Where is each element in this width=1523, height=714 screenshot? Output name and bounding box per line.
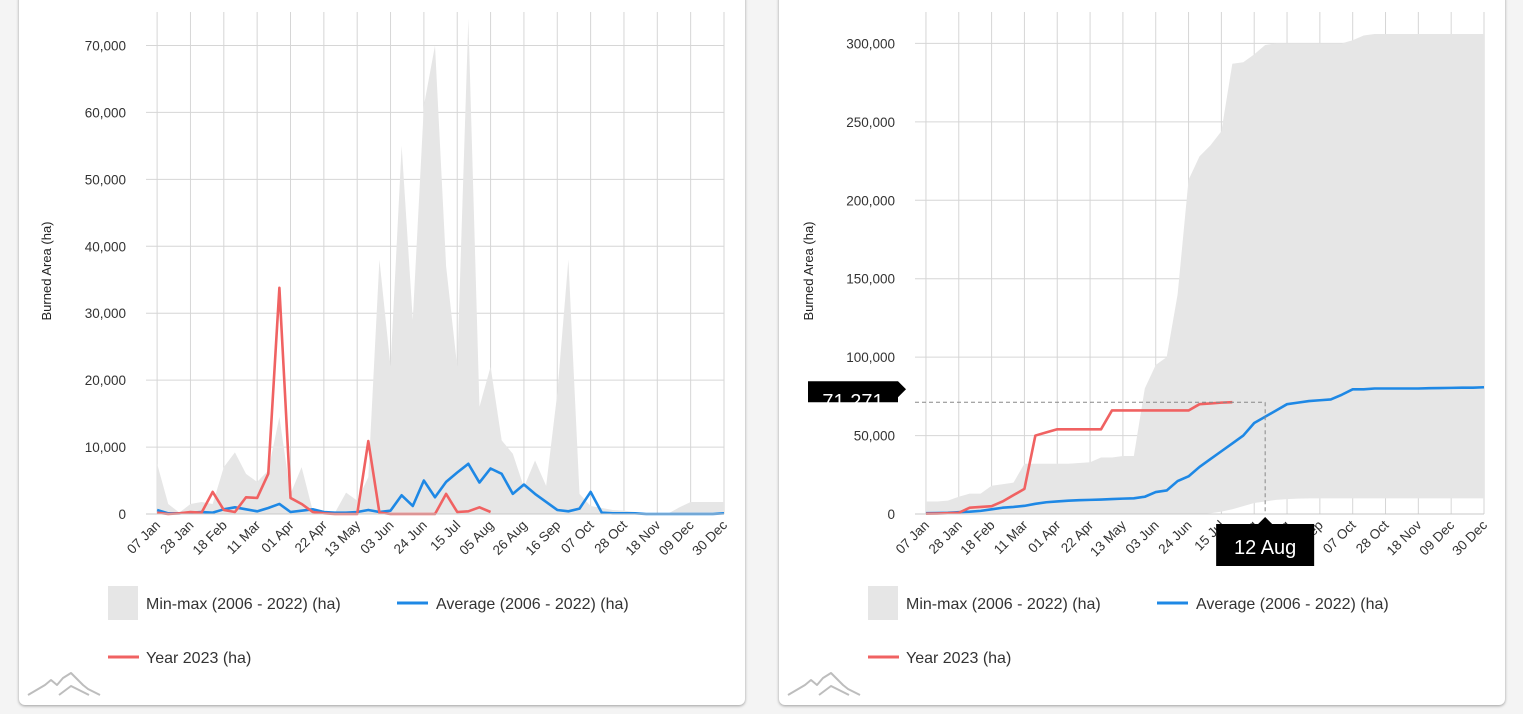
min-max-band xyxy=(157,18,725,515)
x-tick-label: 28 Jan xyxy=(157,518,196,557)
x-tick-label: 13 May xyxy=(321,517,363,559)
y-tick-label: 0 xyxy=(118,507,126,522)
legend-band-label: Min-max (2006 - 2022) (ha) xyxy=(906,596,1101,613)
y-axis-title: Burned Area (ha) xyxy=(801,221,816,320)
x-tick-label: 11 Mar xyxy=(991,517,1031,557)
x-tick-label: 18 Nov xyxy=(1384,517,1425,558)
legend-band-label: Min-max (2006 - 2022) (ha) xyxy=(146,596,341,613)
tooltip-y-box xyxy=(808,381,906,403)
x-tick-label: 16 Sep xyxy=(523,518,564,559)
x-tick-label: 05 Aug xyxy=(456,518,496,558)
x-tick-label: 07 Oct xyxy=(1320,517,1359,556)
chart-card-cumulative: 0 50,000 100,000 150,000 200,000 250,000 300,0… xyxy=(779,0,1505,705)
x-tick-label: 18 Nov xyxy=(623,517,664,558)
daily-burned-area-chart: 0 10,000 20,000 30,000 40,000 50,000 60,000 70,… xyxy=(27,12,730,696)
year-2023-line xyxy=(925,400,1233,515)
y-tick-label: 40,000 xyxy=(85,239,126,254)
chart-card-daily: 0 10,000 20,000 30,000 40,000 50,000 60,000 70,… xyxy=(19,0,745,705)
tooltip-x-box xyxy=(1216,517,1315,566)
x-tick-label: 03 Jun xyxy=(357,518,396,557)
min-max-band xyxy=(925,33,1484,515)
legend-band-swatch xyxy=(108,586,138,620)
y-tick-label: 250,000 xyxy=(846,115,895,130)
y-tick-label: 200,000 xyxy=(846,193,895,208)
legend-band-swatch xyxy=(868,586,898,620)
x-tick-label: 01 Apr xyxy=(258,517,297,556)
y-tick-label: 0 xyxy=(887,507,895,522)
legend-average-label: Average (2006 - 2022) (ha) xyxy=(436,596,629,613)
x-tick-label: 28 Jan xyxy=(926,518,965,557)
y-tick-label: 20,000 xyxy=(85,373,126,388)
x-tick-label: 09 Dec xyxy=(656,517,697,558)
x-tick-label: 07 Jan xyxy=(124,518,163,557)
y-axis-title: Burned Area (ha) xyxy=(39,221,54,320)
x-tick-label: 07 Jan xyxy=(893,518,932,557)
y-tick-label: 70,000 xyxy=(85,38,126,53)
x-tick-label: 26 Aug xyxy=(490,518,530,558)
x-tick-label: 18 Feb xyxy=(957,518,997,558)
y-tick-label: 300,000 xyxy=(846,36,895,51)
x-tick-label: 09 Dec xyxy=(1416,517,1457,558)
x-tick-label: 24 Jun xyxy=(1155,518,1194,557)
legend-year-label: Year 2023 (ha) xyxy=(146,650,251,667)
mountain-logo-icon xyxy=(27,672,101,696)
legend-average-label: Average (2006 - 2022) (ha) xyxy=(1196,596,1389,613)
y-tick-label: 100,000 xyxy=(846,350,895,365)
x-tick-label: 30 Dec xyxy=(689,517,730,558)
y-tick-label: 10,000 xyxy=(85,440,126,455)
y-tick-label: 50,000 xyxy=(85,172,126,187)
x-tick-label: 01 Apr xyxy=(1025,517,1064,556)
x-tick-label: 03 Jun xyxy=(1123,518,1162,557)
average-line xyxy=(925,385,1485,515)
x-tick-label: 13 May xyxy=(1087,517,1129,559)
y-tick-label: 150,000 xyxy=(846,272,895,287)
tooltip-x-label: 12 Aug xyxy=(1234,537,1296,559)
legend-year-label: Year 2023 (ha) xyxy=(906,650,1011,667)
x-tick-label: 11 Mar xyxy=(224,517,264,557)
x-tick-label: 24 Jun xyxy=(391,518,430,557)
x-tick-label: 07 Oct xyxy=(558,517,597,556)
x-tick-label: 30 Dec xyxy=(1449,517,1490,558)
tooltip-y-value: 71,271 xyxy=(822,391,883,413)
average-line xyxy=(156,462,725,516)
x-tick-label: 18 Feb xyxy=(190,518,230,558)
y-tick-label: 50,000 xyxy=(854,429,895,444)
mountain-logo-icon xyxy=(787,672,861,696)
cumulative-burned-area-chart: 0 50,000 100,000 150,000 200,000 250,000 300,0… xyxy=(787,12,1490,696)
y-tick-label: 60,000 xyxy=(85,105,126,120)
y-tick-label: 30,000 xyxy=(85,306,126,321)
